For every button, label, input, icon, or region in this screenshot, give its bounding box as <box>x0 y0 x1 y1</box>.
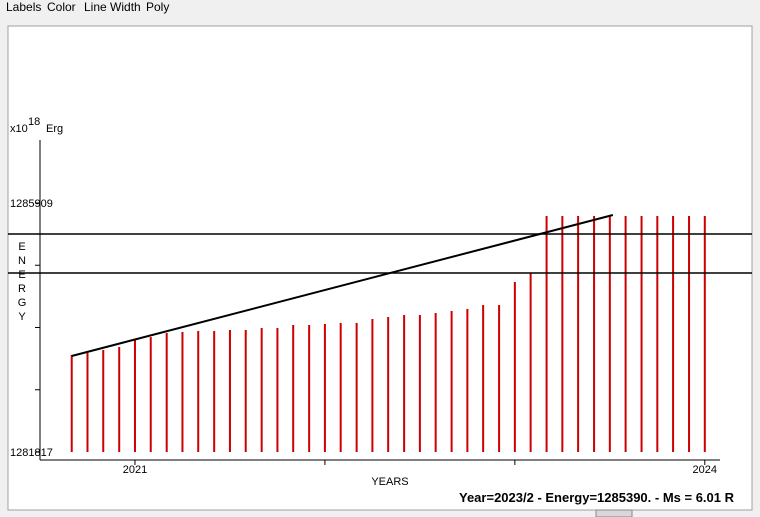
y-tick-label: 1281817 <box>10 447 53 459</box>
menu-item[interactable]: Poly <box>146 0 170 14</box>
plot-panel <box>7 25 753 511</box>
y-tick-label: 1285909 <box>10 198 53 210</box>
status-icon <box>595 509 633 517</box>
y-unit: x10 <box>10 123 28 135</box>
y-unit-name: Erg <box>46 123 63 135</box>
x-axis-label: YEARS <box>371 476 408 488</box>
menu-item[interactable]: Color <box>47 0 76 14</box>
menu-item[interactable]: Line Width <box>84 0 141 14</box>
menu-item[interactable]: Labels <box>6 0 42 14</box>
y-unit-exponent: 18 <box>28 116 40 128</box>
x-tick-label: 2021 <box>123 464 147 476</box>
trend-line <box>71 214 614 357</box>
menu-bar: Labels Color Line Width Poly <box>0 0 760 16</box>
x-tick-label: 2024 <box>693 464 717 476</box>
status-text: Year=2023/2 - Energy=1285390. - Ms = 6.0… <box>459 490 735 505</box>
